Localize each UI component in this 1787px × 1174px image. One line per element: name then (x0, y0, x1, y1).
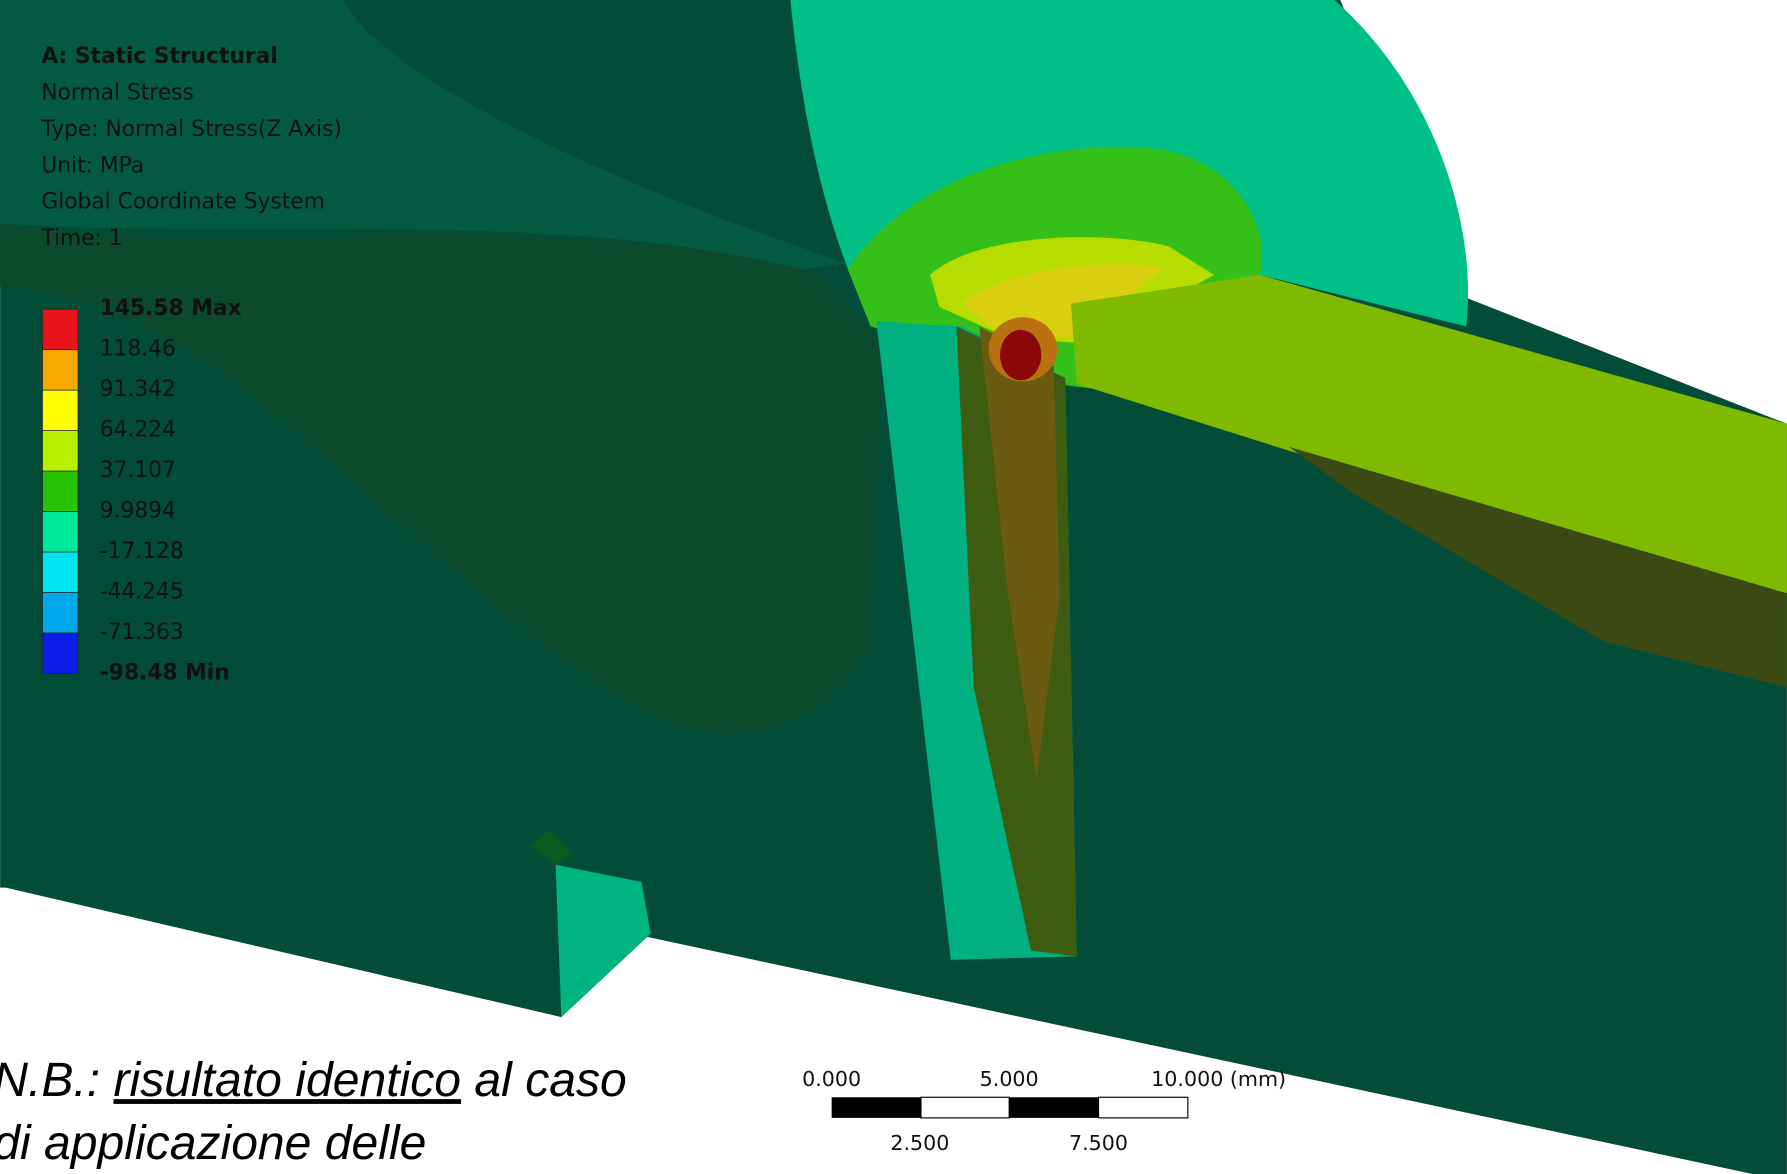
legend: 145.58 Max 118.46 91.342 64.224 37.107 9.9894… (42, 296, 242, 685)
header-line: A: Static Structural (41, 44, 277, 69)
legend-label: -71.363 (100, 620, 184, 645)
scale-label: 2.500 (890, 1131, 949, 1155)
note-line: N.B.: risultato identico al caso (0, 1053, 627, 1107)
scale-segment (1009, 1097, 1099, 1118)
legend-label: -98.48 Min (100, 660, 230, 685)
legend-label: 91.342 (100, 377, 176, 402)
legend-swatch (42, 632, 79, 674)
scale-bar: 0.000 5.000 10.000 (mm) 2.500 7.500 (802, 1067, 1286, 1155)
bar-side (1288, 446, 1787, 688)
note-prefix: N.B.: (0, 1053, 114, 1107)
legend-swatch (42, 430, 79, 472)
legend-label: 9.9894 (100, 499, 176, 524)
bar-top (1071, 274, 1787, 596)
legend-swatch (42, 470, 79, 512)
legend-swatch (42, 349, 79, 391)
note-underlined: risultato identico (114, 1053, 462, 1107)
notch-top (529, 830, 573, 865)
legend-label: 64.224 (100, 418, 176, 443)
header-line: Unit: MPa (41, 153, 144, 178)
scale-segment (831, 1097, 921, 1118)
result-header: A: Static Structural Normal Stress Type: N… (40, 44, 342, 251)
scale-label: 0.000 (802, 1067, 861, 1091)
scale-segment (1097, 1096, 1189, 1119)
legend-label: -44.245 (100, 580, 184, 605)
legend-label: -17.128 (100, 539, 184, 564)
header-line: Type: Normal Stress(Z Axis) (40, 117, 342, 142)
stress-region (0, 0, 848, 270)
header-line: Global Coordinate System (41, 190, 325, 215)
scale-segment (920, 1096, 1010, 1119)
legend-swatch (42, 308, 79, 351)
legend-label: 37.107 (100, 458, 176, 483)
note-suffix: al caso (461, 1053, 627, 1107)
header-line: Time: 1 (40, 226, 122, 251)
note-line: di applicazione delle (0, 1116, 426, 1170)
legend-swatch (42, 511, 79, 553)
legend-label: 145.58 Max (100, 296, 242, 321)
header-line: Normal Stress (41, 80, 193, 105)
legend-swatch (42, 551, 79, 593)
stress-region (979, 326, 1060, 779)
scale-label: 5.000 (980, 1067, 1039, 1091)
scale-label: 7.500 (1069, 1131, 1128, 1155)
max-hotspot (1000, 329, 1042, 381)
scale-label: 10.000 (mm) (1151, 1067, 1286, 1091)
legend-swatch (42, 592, 79, 634)
legend-label: 118.46 (100, 337, 176, 362)
legend-swatch (42, 389, 79, 432)
notch-face (555, 864, 651, 1018)
stress-region (0, 223, 883, 734)
